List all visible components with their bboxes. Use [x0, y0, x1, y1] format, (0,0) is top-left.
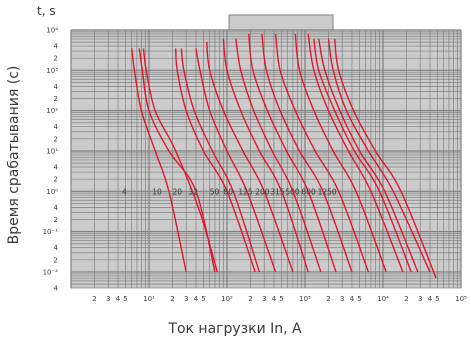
- x-tick-label: 5: [279, 295, 283, 303]
- y-tick-label: 10⁻¹: [43, 228, 59, 236]
- trip-curve: [307, 33, 404, 273]
- rating-label: 50: [210, 187, 220, 196]
- trip-curve: [327, 38, 431, 273]
- rating-labels: 4 10 20 32 50 80 125 200 315 500 800 1250: [122, 187, 337, 196]
- x-tick-label: 2: [170, 295, 174, 303]
- y-tick-label: 4: [54, 204, 59, 212]
- x-axis-title: Ток нагрузки In, А: [167, 321, 302, 337]
- y-tick-label: 4: [54, 83, 59, 91]
- rating-label: 80: [223, 187, 233, 196]
- trip-curve: [313, 38, 412, 273]
- top-inset-box: [228, 14, 334, 31]
- x-tick-label: 10³: [299, 295, 311, 303]
- x-tick-label: 2: [326, 295, 330, 303]
- x-tick-label: 5: [357, 295, 361, 303]
- x-tick-label: 5: [201, 295, 205, 303]
- trip-curve: [274, 33, 370, 273]
- y-tick-label: 10²: [46, 107, 58, 115]
- trip-curve: [222, 38, 309, 273]
- y-tick-label: 4: [54, 43, 59, 51]
- x-tick-label: 2: [248, 295, 252, 303]
- trip-curve: [206, 42, 294, 273]
- x-tick-label: 3: [340, 295, 344, 303]
- x-tick-label: 3: [418, 295, 422, 303]
- trip-curve: [131, 48, 187, 273]
- trip-curve: [261, 33, 353, 273]
- x-tick-label: 10⁵: [455, 295, 467, 303]
- x-tick-label: 3: [106, 295, 110, 303]
- y-tick-label: 2: [54, 176, 58, 184]
- rating-label: 4: [122, 187, 127, 196]
- rating-label: 500: [285, 187, 300, 196]
- y-tick-label: 4: [54, 285, 59, 293]
- trip-curve: [235, 38, 322, 273]
- x-tick-label: 4: [350, 295, 355, 303]
- x-tick-label: 10¹: [143, 295, 155, 303]
- y-tick-label: 2: [54, 256, 58, 264]
- rating-label: 10: [152, 187, 162, 196]
- rating-label: 20: [172, 187, 182, 196]
- rating-label: 1250: [318, 187, 337, 196]
- x-tick-label: 4: [272, 295, 277, 303]
- rating-label: 800: [301, 187, 316, 196]
- y-tick-label: 4: [54, 164, 59, 172]
- x-tick-label: 2: [92, 295, 96, 303]
- y-tick-label: 4: [54, 123, 59, 131]
- trip-curve: [142, 48, 218, 273]
- x-tick-label: 4: [116, 295, 121, 303]
- y-axis-title: Время срабатывания (с): [6, 66, 22, 245]
- y-tick-labels: 10⁴ 4 2 10³ 4 2 10² 4 2 10¹ 4 2 10⁰ 4 2 10⁻¹ 4 2 10⁻² 4: [43, 27, 59, 293]
- rating-label: 125: [238, 187, 253, 196]
- y-tick-label: 2: [54, 135, 58, 143]
- x-tick-label: 5: [435, 295, 439, 303]
- x-tick-label: 3: [262, 295, 266, 303]
- x-tick-label: 4: [428, 295, 433, 303]
- y-unit-label: t, s: [37, 4, 56, 18]
- y-tick-label: 10⁰: [46, 188, 58, 196]
- x-tick-label: 10⁴: [377, 295, 389, 303]
- trip-curve: [318, 38, 419, 273]
- y-tick-label: 2: [54, 216, 58, 224]
- y-tick-label: 2: [54, 95, 58, 103]
- trip-curve: [175, 48, 256, 273]
- x-tick-label: 3: [184, 295, 188, 303]
- y-tick-label: 10³: [46, 67, 58, 75]
- trip-curve: [195, 48, 277, 273]
- x-tick-label: 10²: [221, 295, 233, 303]
- x-tick-labels: 2 3 4 5 10¹ 2 3 4 5 10² 2 3 4 5 10³ 2 3 4 5 10⁴ 2 3 4 5 10⁵: [92, 295, 467, 303]
- rating-label: 200: [255, 187, 270, 196]
- rating-label: 315: [270, 187, 285, 196]
- trip-curve: [180, 48, 261, 273]
- x-tick-label: 2: [404, 295, 408, 303]
- y-tick-label: 10⁴: [46, 27, 58, 35]
- trip-curve: [294, 33, 387, 273]
- trip-curves: [131, 33, 437, 279]
- x-tick-label: 5: [123, 295, 127, 303]
- y-tick-label: 10⁻²: [43, 268, 59, 276]
- x-tick-label: 4: [194, 295, 199, 303]
- trip-curve: [138, 48, 216, 273]
- trip-curve: [334, 38, 437, 279]
- y-tick-label: 4: [54, 244, 59, 252]
- trip-curve: [248, 33, 337, 273]
- y-tick-label: 10¹: [46, 147, 58, 155]
- y-tick-label: 2: [54, 55, 58, 63]
- rating-label: 32: [188, 187, 198, 196]
